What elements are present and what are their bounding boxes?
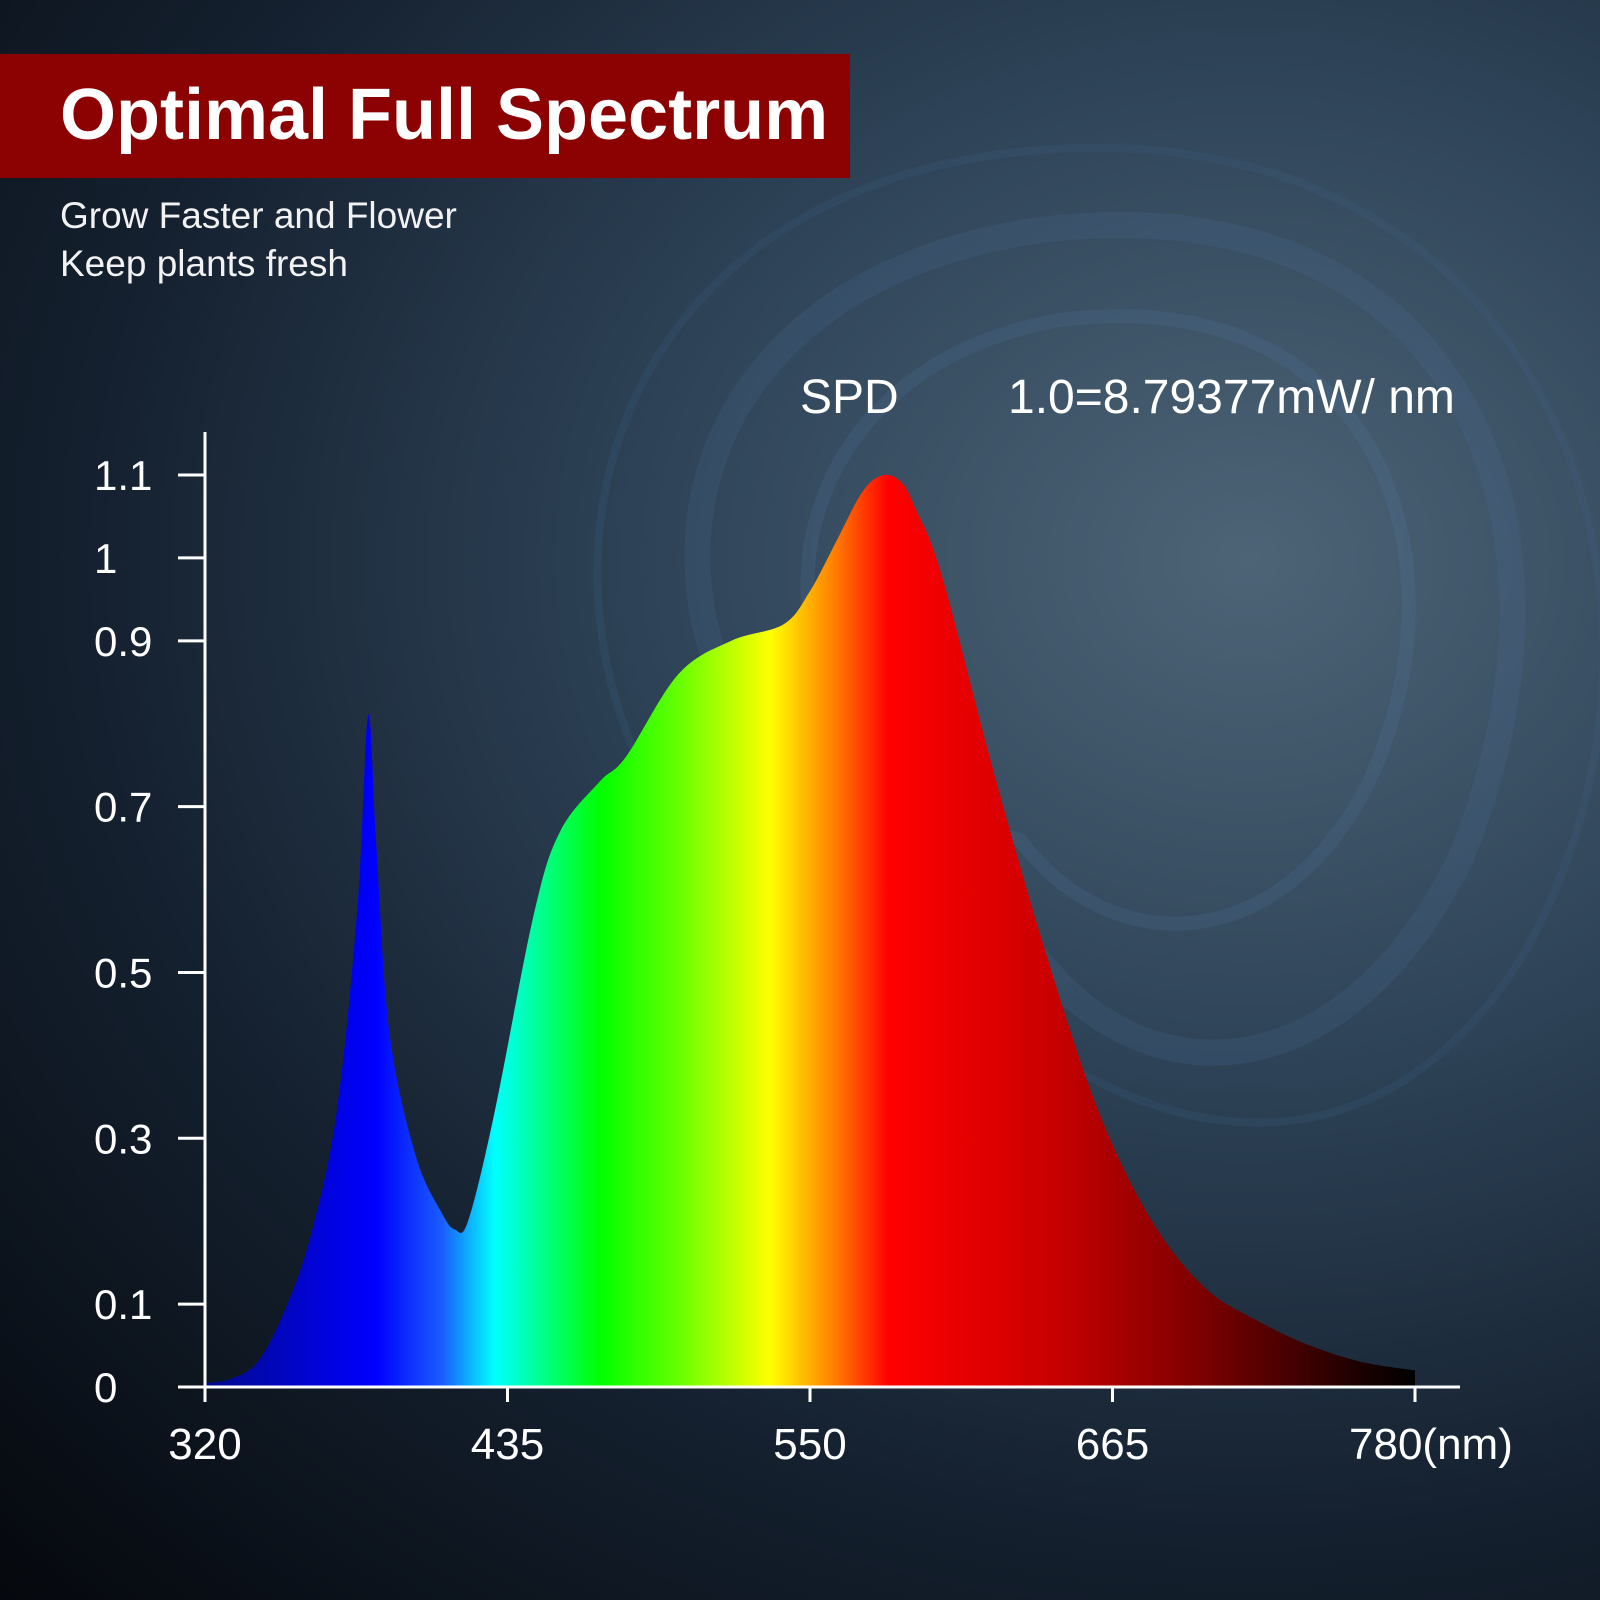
y-tick-label: 0.5 <box>94 949 152 996</box>
y-tick-label: 1 <box>94 535 117 582</box>
x-tick-label: 550 <box>773 1420 846 1469</box>
y-tick-label: 0 <box>94 1364 117 1411</box>
x-ticks: 320 435 550 665 780(nm) <box>168 1387 1513 1469</box>
subtitle-line-1: Grow Faster and Flower <box>60 195 457 236</box>
spd-area <box>205 474 1415 1387</box>
y-tick-label: 0.1 <box>94 1281 152 1328</box>
background-swirl <box>684 212 1526 1066</box>
y-tick-label: 0.3 <box>94 1115 152 1162</box>
x-tick-label: 435 <box>471 1420 544 1469</box>
y-tick-label: 1.1 <box>94 452 152 499</box>
chart-annotation: 1.0=8.79377mW/ nm <box>1008 371 1455 424</box>
x-tick-label: 780(nm) <box>1349 1420 1513 1469</box>
page-title: Optimal Full Spectrum <box>60 75 829 155</box>
y-ticks: 0 0.1 0.3 0.5 0.7 0.9 1 1.1 <box>94 452 205 1411</box>
title-banner <box>0 54 850 178</box>
subtitle-line-2: Keep plants fresh <box>60 243 348 284</box>
x-tick-label: 665 <box>1076 1420 1149 1469</box>
background-swirl <box>593 143 1600 1127</box>
y-tick-label: 0.9 <box>94 618 152 665</box>
chart-title: SPD <box>800 371 899 424</box>
y-tick-label: 0.7 <box>94 784 152 831</box>
x-tick-label: 320 <box>168 1420 241 1469</box>
